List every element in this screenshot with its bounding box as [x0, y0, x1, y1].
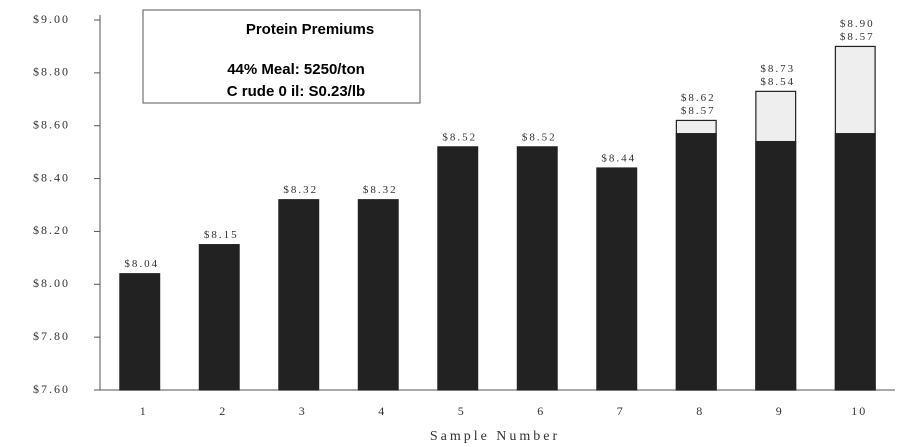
value-label: $8.52: [522, 131, 557, 143]
value-label: $8.73: [760, 63, 795, 75]
x-tick-label: 5: [458, 404, 466, 418]
x-tick-label: 2: [219, 404, 227, 418]
bar: [596, 167, 638, 391]
bar: [278, 199, 320, 391]
y-tick-label: $8.60: [33, 117, 70, 131]
y-tick-label: $8.80: [33, 65, 70, 79]
bar: [516, 146, 558, 391]
value-label: $8.52: [442, 131, 477, 143]
bar: [437, 146, 479, 391]
bar: [755, 140, 797, 391]
value-label: $8.32: [363, 184, 398, 196]
value-label: $8.90: [840, 18, 875, 30]
annotation-line: C rude 0 il: S0.23/lb: [227, 83, 365, 100]
x-axis-label: Sample Number: [430, 429, 560, 444]
value-label: $8.54: [760, 76, 795, 88]
x-tick-label: 10: [851, 404, 867, 418]
y-tick-label: $8.20: [33, 223, 70, 237]
x-tick-label: 7: [617, 404, 625, 418]
x-tick-label: 1: [140, 404, 148, 418]
y-tick-label: $8.40: [33, 170, 70, 184]
value-label: $8.57: [840, 31, 875, 43]
bar: [834, 133, 876, 391]
value-label: $8.32: [283, 184, 318, 196]
x-tick-label: 3: [299, 404, 307, 418]
annotation-title: Protein Premiums: [246, 21, 374, 38]
y-tick-label: $7.60: [33, 382, 70, 396]
x-tick-label: 8: [696, 404, 704, 418]
bar: [119, 273, 161, 391]
annotation-line: 44% Meal: 5250/ton: [227, 61, 365, 78]
y-tick-label: $9.00: [33, 12, 70, 26]
bar: [357, 199, 399, 391]
x-tick-label: 6: [537, 404, 545, 418]
value-label: $8.62: [681, 92, 716, 104]
annotation-box: [142, 9, 421, 104]
value-label: $8.15: [204, 229, 239, 241]
value-label: $8.44: [601, 153, 636, 165]
x-tick-label: 9: [776, 404, 784, 418]
bar: [675, 133, 717, 391]
bar: [198, 244, 240, 391]
y-tick-label: $7.80: [33, 329, 70, 343]
value-label: $8.04: [124, 258, 159, 270]
x-tick-label: 4: [378, 404, 386, 418]
y-tick-label: $8.00: [33, 276, 70, 290]
value-label: $8.57: [681, 105, 716, 117]
